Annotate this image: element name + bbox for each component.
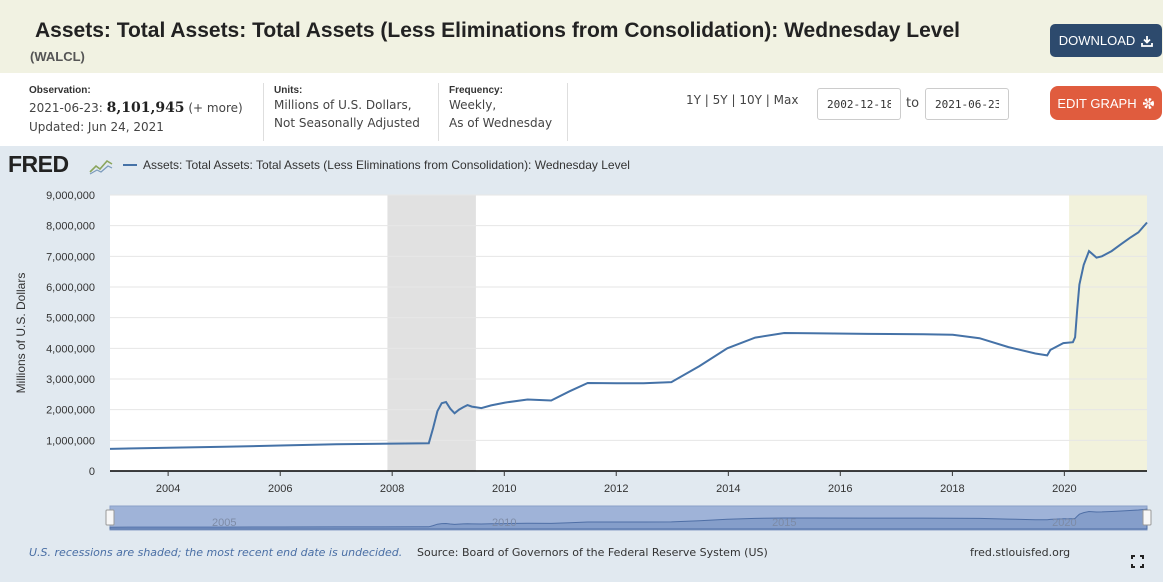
frequency-line2: As of Wednesday	[449, 116, 553, 130]
to-label: to	[906, 96, 920, 111]
x-tick-label: 2004	[156, 483, 180, 495]
units-label: Units:	[274, 85, 303, 96]
x-tick-label: 2020	[1052, 483, 1076, 495]
legend-label: Assets: Total Assets: Total Assets (Less…	[143, 158, 630, 172]
range-selector: 1Y | 5Y | 10Y | Max	[686, 93, 798, 107]
observation-line: 2021-06-23: 8,101,945 (+ more)	[29, 100, 243, 116]
navigator-series	[109, 508, 1148, 530]
range-10y[interactable]: 10Y	[739, 93, 762, 107]
navigator-label: 2020	[1052, 517, 1076, 529]
x-tick-label: 2006	[268, 483, 292, 495]
site-link[interactable]: fred.stlouisfed.org	[970, 546, 1071, 559]
range-separator: |	[765, 93, 770, 107]
x-tick-label: 2008	[380, 483, 404, 495]
legend-swatch	[123, 164, 137, 166]
y-tick-label: 7,000,000	[46, 251, 95, 263]
recession-band	[1069, 195, 1147, 471]
navigator-label: 2005	[212, 517, 236, 529]
end-date-input[interactable]	[925, 88, 1009, 120]
x-tick-label: 2016	[828, 483, 852, 495]
meta-divider	[263, 83, 264, 141]
start-date-input[interactable]	[817, 88, 901, 120]
y-tick-label: 6,000,000	[46, 282, 95, 294]
download-button[interactable]: DOWNLOAD	[1050, 24, 1162, 57]
download-label: DOWNLOAD	[1058, 33, 1136, 48]
range-1y[interactable]: 1Y	[686, 93, 701, 107]
y-tick-label: 9,000,000	[46, 190, 95, 202]
y-tick-label: 1,000,000	[46, 435, 95, 447]
range-5y[interactable]: 5Y	[712, 93, 728, 107]
source-text: Source: Board of Governors of the Federa…	[417, 546, 768, 559]
page-title: Assets: Total Assets: Total Assets (Less…	[35, 19, 960, 42]
y-tick-label: 0	[89, 466, 95, 478]
navigator-handle-left[interactable]	[105, 509, 115, 526]
meta-divider	[438, 83, 439, 141]
edit-graph-button[interactable]: EDIT GRAPH	[1050, 86, 1162, 120]
observation-label: Observation:	[29, 85, 91, 96]
recession-note: U.S. recessions are shaded; the most rec…	[29, 546, 403, 559]
recession-band	[387, 195, 476, 471]
series-id: (WALCL)	[30, 49, 85, 64]
y-tick-label: 2,000,000	[46, 405, 95, 417]
x-tick-label: 2012	[604, 483, 628, 495]
gear-icon	[1142, 97, 1154, 109]
observation-more-link[interactable]: (+ more)	[188, 101, 243, 115]
x-tick-label: 2014	[716, 483, 740, 495]
chart-legend: Assets: Total Assets: Total Assets (Less…	[123, 158, 630, 172]
x-tick-label: 2010	[492, 483, 516, 495]
x-tick-label: 2018	[940, 483, 964, 495]
y-tick-label: 4,000,000	[46, 343, 95, 355]
navigator-label: 2010	[492, 517, 516, 529]
range-separator: |	[731, 93, 736, 107]
series-line	[109, 221, 1148, 450]
navigator-label: 2015	[772, 517, 796, 529]
units-line1: Millions of U.S. Dollars,	[274, 98, 412, 112]
fullscreen-icon[interactable]	[1131, 555, 1144, 568]
frequency-line1: Weekly,	[449, 98, 497, 112]
y-tick-label: 3,000,000	[46, 374, 95, 386]
updated-text: Updated: Jun 24, 2021	[29, 120, 164, 134]
observation-date: 2021-06-23:	[29, 101, 103, 115]
range-separator: |	[704, 93, 709, 107]
meta-divider	[567, 83, 568, 141]
fred-logo-mark-icon	[89, 159, 113, 175]
download-icon	[1141, 35, 1154, 47]
title-bar	[0, 0, 1163, 73]
observation-value: 8,101,945	[106, 100, 185, 116]
fred-logo: FRED	[8, 151, 69, 177]
range-max[interactable]: Max	[773, 93, 799, 107]
plot-area	[110, 195, 1147, 471]
y-tick-label: 5,000,000	[46, 313, 95, 325]
navigator-handle-right[interactable]	[1142, 509, 1152, 526]
edit-graph-label: EDIT GRAPH	[1057, 95, 1137, 111]
y-tick-label: 8,000,000	[46, 221, 95, 233]
units-line2: Not Seasonally Adjusted	[274, 116, 420, 130]
frequency-label: Frequency:	[449, 85, 503, 96]
y-axis-label: Millions of U.S. Dollars	[14, 273, 28, 394]
